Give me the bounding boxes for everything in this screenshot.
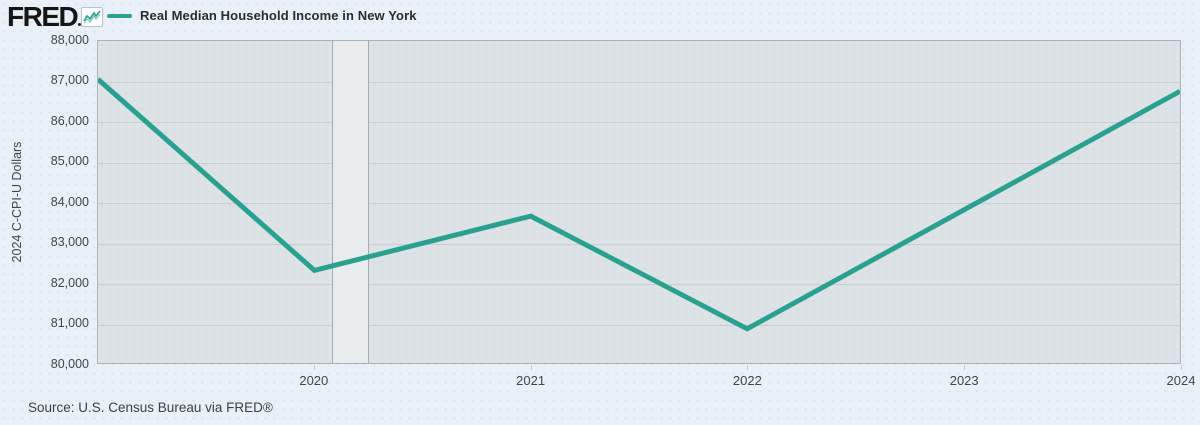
- x-tick-label: 2024: [1166, 373, 1196, 388]
- plot-area[interactable]: [97, 40, 1181, 364]
- series-line: [98, 77, 1180, 332]
- y-tick-label: 88,000: [50, 32, 89, 47]
- series-legend[interactable]: Real Median Household Income in New York: [107, 8, 417, 23]
- series-legend-label: Real Median Household Income in New York: [140, 8, 417, 23]
- gridline: [98, 203, 1180, 204]
- y-tick-label: 82,000: [50, 275, 89, 290]
- y-tick-label: 85,000: [50, 154, 89, 168]
- y-tick-label: 84,000: [50, 194, 89, 209]
- y-axis-title: 2024 C-CPI-U Dollars: [10, 141, 24, 263]
- y-tick-label: 80,000: [50, 356, 89, 371]
- gridline: [98, 162, 1180, 164]
- registered-mark-dot: [78, 23, 82, 26]
- gridline: [98, 122, 1180, 123]
- fred-logo-text: FRED: [7, 1, 79, 32]
- gridline: [98, 324, 1180, 326]
- x-tick-mark: [530, 365, 532, 370]
- x-tick-mark: [747, 365, 749, 370]
- y-tick-label: 87,000: [50, 73, 89, 87]
- x-tick-label: 2023: [949, 373, 979, 388]
- gridline: [98, 81, 1180, 83]
- fred-sparkline-icon: [81, 7, 103, 27]
- x-tick-mark: [964, 365, 966, 370]
- x-tick-mark: [313, 365, 315, 370]
- x-tick-label: 2021: [516, 373, 546, 388]
- fred-logo[interactable]: FRED: [7, 1, 82, 32]
- x-tick-mark: [1181, 365, 1182, 370]
- series-color-swatch: [107, 13, 132, 18]
- recession-shading: [332, 41, 369, 363]
- x-tick-label: 2020: [299, 373, 329, 388]
- y-tick-label: 81,000: [50, 316, 89, 330]
- x-tick-label: 2022: [732, 373, 762, 388]
- gridline: [98, 243, 1180, 245]
- source-attribution: Source: U.S. Census Bureau via FRED®: [28, 400, 273, 415]
- gridline: [98, 284, 1180, 285]
- y-tick-label: 83,000: [50, 235, 89, 249]
- y-tick-label: 86,000: [50, 113, 89, 128]
- chart-header: FRED Real Median Household Income in New…: [0, 0, 1200, 38]
